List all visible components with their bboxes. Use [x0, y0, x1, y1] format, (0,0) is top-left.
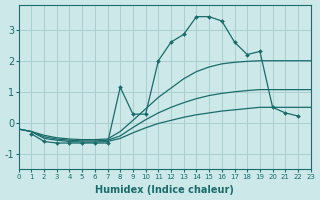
X-axis label: Humidex (Indice chaleur): Humidex (Indice chaleur): [95, 185, 234, 195]
